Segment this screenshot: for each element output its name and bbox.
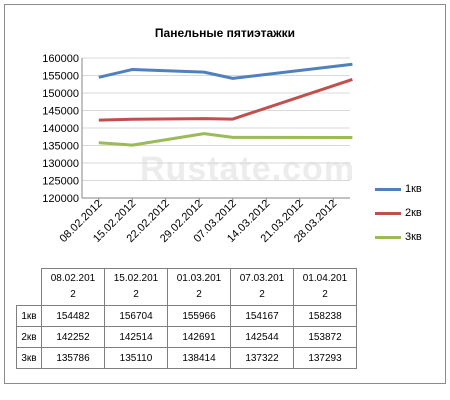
table-row-label: 2кв <box>17 327 42 348</box>
table-row: 3кв 135786 135110 138414 137322 137293 <box>17 348 357 369</box>
table-corner <box>17 269 42 306</box>
legend-item-3kv: 3кв <box>375 230 422 244</box>
table-header-row: 08.02.201 2 15.02.201 2 01.03.201 2 07.0… <box>17 269 357 306</box>
table-row: 1кв 154482 156704 155966 154167 158238 <box>17 306 357 327</box>
table-cell: 137293 <box>294 348 357 369</box>
legend-item-1kv: 1кв <box>375 182 422 196</box>
table-row-label: 1кв <box>17 306 42 327</box>
table-cell: 135110 <box>105 348 168 369</box>
legend-swatch-1kv <box>375 188 401 191</box>
table-cell: 142252 <box>42 327 105 348</box>
table-header-cell: 08.02.201 2 <box>42 269 105 306</box>
y-tick-label: 140000 <box>42 123 79 135</box>
y-tick-label: 125000 <box>42 176 79 188</box>
table-cell: 138414 <box>168 348 231 369</box>
table-cell: 135786 <box>42 348 105 369</box>
table-header-cell: 01.03.201 2 <box>168 269 231 306</box>
y-tick-label: 120000 <box>42 193 79 205</box>
legend-swatch-3kv <box>375 236 401 239</box>
table-header-cell: 07.03.201 2 <box>231 269 294 306</box>
y-tick-label: 150000 <box>42 88 79 100</box>
table-cell: 158238 <box>294 306 357 327</box>
series-line-3kv <box>99 134 353 146</box>
legend-item-2kv: 2кв <box>375 206 422 220</box>
table-cell: 137322 <box>231 348 294 369</box>
y-tick-label: 135000 <box>42 141 79 153</box>
table-cell: 142691 <box>168 327 231 348</box>
y-tick-label: 160000 <box>42 53 79 65</box>
table-cell: 142514 <box>105 327 168 348</box>
legend-label-2kv: 2кв <box>405 207 422 219</box>
y-tick-label: 155000 <box>42 71 79 83</box>
table-cell: 155966 <box>168 306 231 327</box>
legend-label-1kv: 1кв <box>405 183 422 195</box>
series-line-2kv <box>99 79 353 120</box>
y-tick-label: 145000 <box>42 106 79 118</box>
table-cell: 153872 <box>294 327 357 348</box>
table-cell: 154167 <box>231 306 294 327</box>
table-row: 2кв 142252 142514 142691 142544 153872 <box>17 327 357 348</box>
table-row-label: 3кв <box>17 348 42 369</box>
table-cell: 154482 <box>42 306 105 327</box>
table-cell: 142544 <box>231 327 294 348</box>
table-cell: 156704 <box>105 306 168 327</box>
data-table: 08.02.201 2 15.02.201 2 01.03.201 2 07.0… <box>16 268 357 369</box>
y-tick-label: 130000 <box>42 158 79 170</box>
legend-label-3kv: 3кв <box>405 231 422 243</box>
legend-swatch-2kv <box>375 212 401 215</box>
series-line-1kv <box>99 64 353 78</box>
table-header-cell: 01.04.201 2 <box>294 269 357 306</box>
table-header-cell: 15.02.201 2 <box>105 269 168 306</box>
